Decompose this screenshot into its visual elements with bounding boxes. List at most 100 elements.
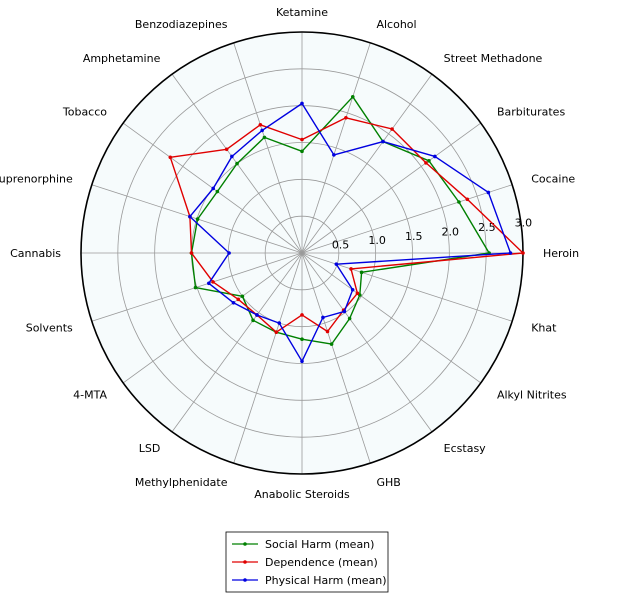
- data-point-dependence-mean-barbiturates: [424, 161, 428, 165]
- legend-marker-dependence: [243, 560, 247, 564]
- polar-grid: [80, 31, 524, 475]
- data-point-physical-harm-mean-cocaine: [486, 190, 491, 195]
- radial-tick-labels: 0.5 1.0 1.5 2.0 2.5 3.0: [332, 217, 532, 252]
- data-point-dependence-mean-4-mta: [236, 297, 241, 302]
- data-point-physical-harm-mean-cannabis: [227, 251, 231, 255]
- data-point-physical-harm-mean-ecstasy: [342, 309, 347, 314]
- category-label-buprenorphine: Buprenorphine: [0, 173, 73, 186]
- r-tick-label: 0.5: [332, 239, 350, 252]
- data-point-social-harm-mean-tobacco: [215, 189, 220, 194]
- category-label-street-methadone: Street Methadone: [444, 52, 543, 65]
- category-label-ecstasy: Ecstasy: [444, 442, 487, 455]
- r-tick-label: 2.5: [478, 221, 496, 234]
- grid-spoke: [301, 252, 433, 433]
- data-point-physical-harm-mean-4-mta: [231, 300, 236, 305]
- category-label-barbiturates: Barbiturates: [497, 105, 565, 118]
- data-point-physical-harm-mean-alcohol: [332, 153, 336, 157]
- data-point-dependence-mean-ketamine: [300, 137, 304, 142]
- grid-spoke: [301, 252, 482, 384]
- legend: Social Harm (mean) Dependence (mean) Phy…: [225, 531, 389, 593]
- data-point-physical-harm-mean-alkyl-nitrites: [350, 288, 355, 292]
- category-label-khat: Khat: [531, 321, 557, 334]
- legend-marker-social-harm: [243, 542, 247, 546]
- legend-label-social-harm: Social Harm (mean): [265, 538, 374, 551]
- data-point-dependence-mean-alkyl-nitrites: [355, 291, 360, 296]
- legend-item-physical-harm: Physical Harm (mean): [232, 574, 387, 587]
- data-point-social-harm-mean-ghb: [329, 342, 334, 346]
- data-point-dependence-mean-methylphenidate: [274, 330, 279, 334]
- category-label-alkyl-nitrites: Alkyl Nitrites: [497, 389, 567, 402]
- data-point-dependence-mean-khat: [349, 267, 353, 271]
- data-point-physical-harm-mean-amphetamine: [230, 154, 234, 159]
- data-point-dependence-mean-heroin: [521, 251, 525, 255]
- category-label-anabolic-steroids: Anabolic Steroids: [254, 488, 350, 501]
- legend-label-dependence: Dependence (mean): [265, 556, 378, 569]
- category-label-ketamine: Ketamine: [276, 6, 328, 19]
- category-label-ghb: GHB: [376, 476, 400, 489]
- data-point-social-harm-mean-benzodiazepines: [262, 135, 267, 140]
- data-point-physical-harm-mean-methylphenidate: [277, 321, 282, 325]
- data-point-social-harm-mean-anabolic-steroids: [300, 337, 304, 341]
- data-point-physical-harm-mean-solvents: [207, 281, 211, 286]
- data-point-dependence-mean-anabolic-steroids: [300, 313, 304, 317]
- data-point-physical-harm-mean-lsd: [255, 313, 259, 317]
- data-point-dependence-mean-tobacco: [168, 155, 173, 160]
- grid-spoke: [301, 122, 482, 254]
- data-point-social-harm-mean-alcohol: [350, 94, 355, 99]
- data-point-physical-harm-mean-khat: [334, 262, 339, 266]
- data-point-dependence-mean-alcohol: [344, 115, 348, 120]
- data-point-physical-harm-mean-street-methadone: [381, 139, 385, 144]
- data-point-dependence-mean-ghb: [325, 329, 330, 334]
- data-point-physical-harm-mean-tobacco: [211, 186, 215, 191]
- data-point-social-harm-mean-buprenorphine: [195, 217, 200, 221]
- data-point-dependence-mean-cannabis: [189, 251, 194, 255]
- data-point-physical-harm-mean-ghb: [321, 315, 325, 320]
- data-point-dependence-mean-cocaine: [465, 197, 470, 202]
- series-layer: [168, 94, 525, 364]
- category-label-heroin: Heroin: [543, 247, 579, 260]
- data-point-dependence-mean-street-methadone: [390, 127, 394, 131]
- category-label-4-mta: 4-MTA: [73, 389, 107, 402]
- legend-label-physical-harm: Physical Harm (mean): [265, 574, 387, 587]
- data-point-dependence-mean-solvents: [211, 280, 215, 284]
- data-point-physical-harm-mean-buprenorphine: [188, 214, 192, 219]
- category-label-tobacco: Tobacco: [62, 105, 107, 118]
- data-point-social-harm-mean-ecstasy: [347, 316, 352, 321]
- grid-spoke: [301, 42, 371, 254]
- r-tick-label: 3.0: [515, 217, 533, 230]
- data-point-physical-harm-mean-heroin: [508, 251, 513, 255]
- data-point-social-harm-mean-ketamine: [300, 149, 304, 154]
- data-point-physical-harm-mean-benzodiazepines: [260, 128, 264, 133]
- r-tick-label: 1.5: [405, 230, 423, 243]
- grid-spoke: [301, 184, 513, 254]
- category-label-cocaine: Cocaine: [531, 173, 575, 186]
- legend-item-social-harm: Social Harm (mean): [232, 538, 374, 551]
- category-labels: Heroin Cocaine Barbiturates Street Methadon…: [0, 6, 579, 501]
- data-point-dependence-mean-amphetamine: [224, 147, 229, 152]
- r-tick-label: 2.0: [442, 225, 460, 238]
- data-point-physical-harm-mean-barbiturates: [433, 154, 437, 159]
- data-point-physical-harm-mean-ketamine: [300, 101, 304, 106]
- category-label-cannabis: Cannabis: [10, 247, 61, 260]
- category-label-lsd: LSD: [139, 442, 161, 455]
- legend-item-dependence: Dependence (mean): [232, 556, 378, 569]
- category-label-amphetamine: Amphetamine: [83, 52, 161, 65]
- data-point-social-harm-mean-4-mta: [240, 294, 245, 299]
- data-point-social-harm-mean-lsd: [251, 318, 255, 323]
- data-point-social-harm-mean-solvents: [193, 285, 198, 290]
- legend-marker-physical-harm: [243, 578, 247, 582]
- category-label-solvents: Solvents: [26, 321, 73, 334]
- grid-spoke: [233, 42, 303, 254]
- series-physical-harm-mean: [188, 101, 513, 364]
- data-point-physical-harm-mean-anabolic-steroids: [300, 359, 304, 364]
- grid-spoke: [233, 252, 303, 464]
- grid-spoke: [122, 252, 303, 384]
- data-point-social-harm-mean-khat: [359, 270, 364, 275]
- data-point-social-harm-mean-amphetamine: [235, 161, 239, 166]
- data-point-social-harm-mean-cocaine: [457, 200, 461, 204]
- grid-spoke: [171, 252, 303, 433]
- r-tick-label: 1.0: [368, 234, 386, 247]
- category-label-methylphenidate: Methylphenidate: [135, 476, 228, 489]
- data-point-social-harm-mean-barbiturates: [427, 158, 431, 163]
